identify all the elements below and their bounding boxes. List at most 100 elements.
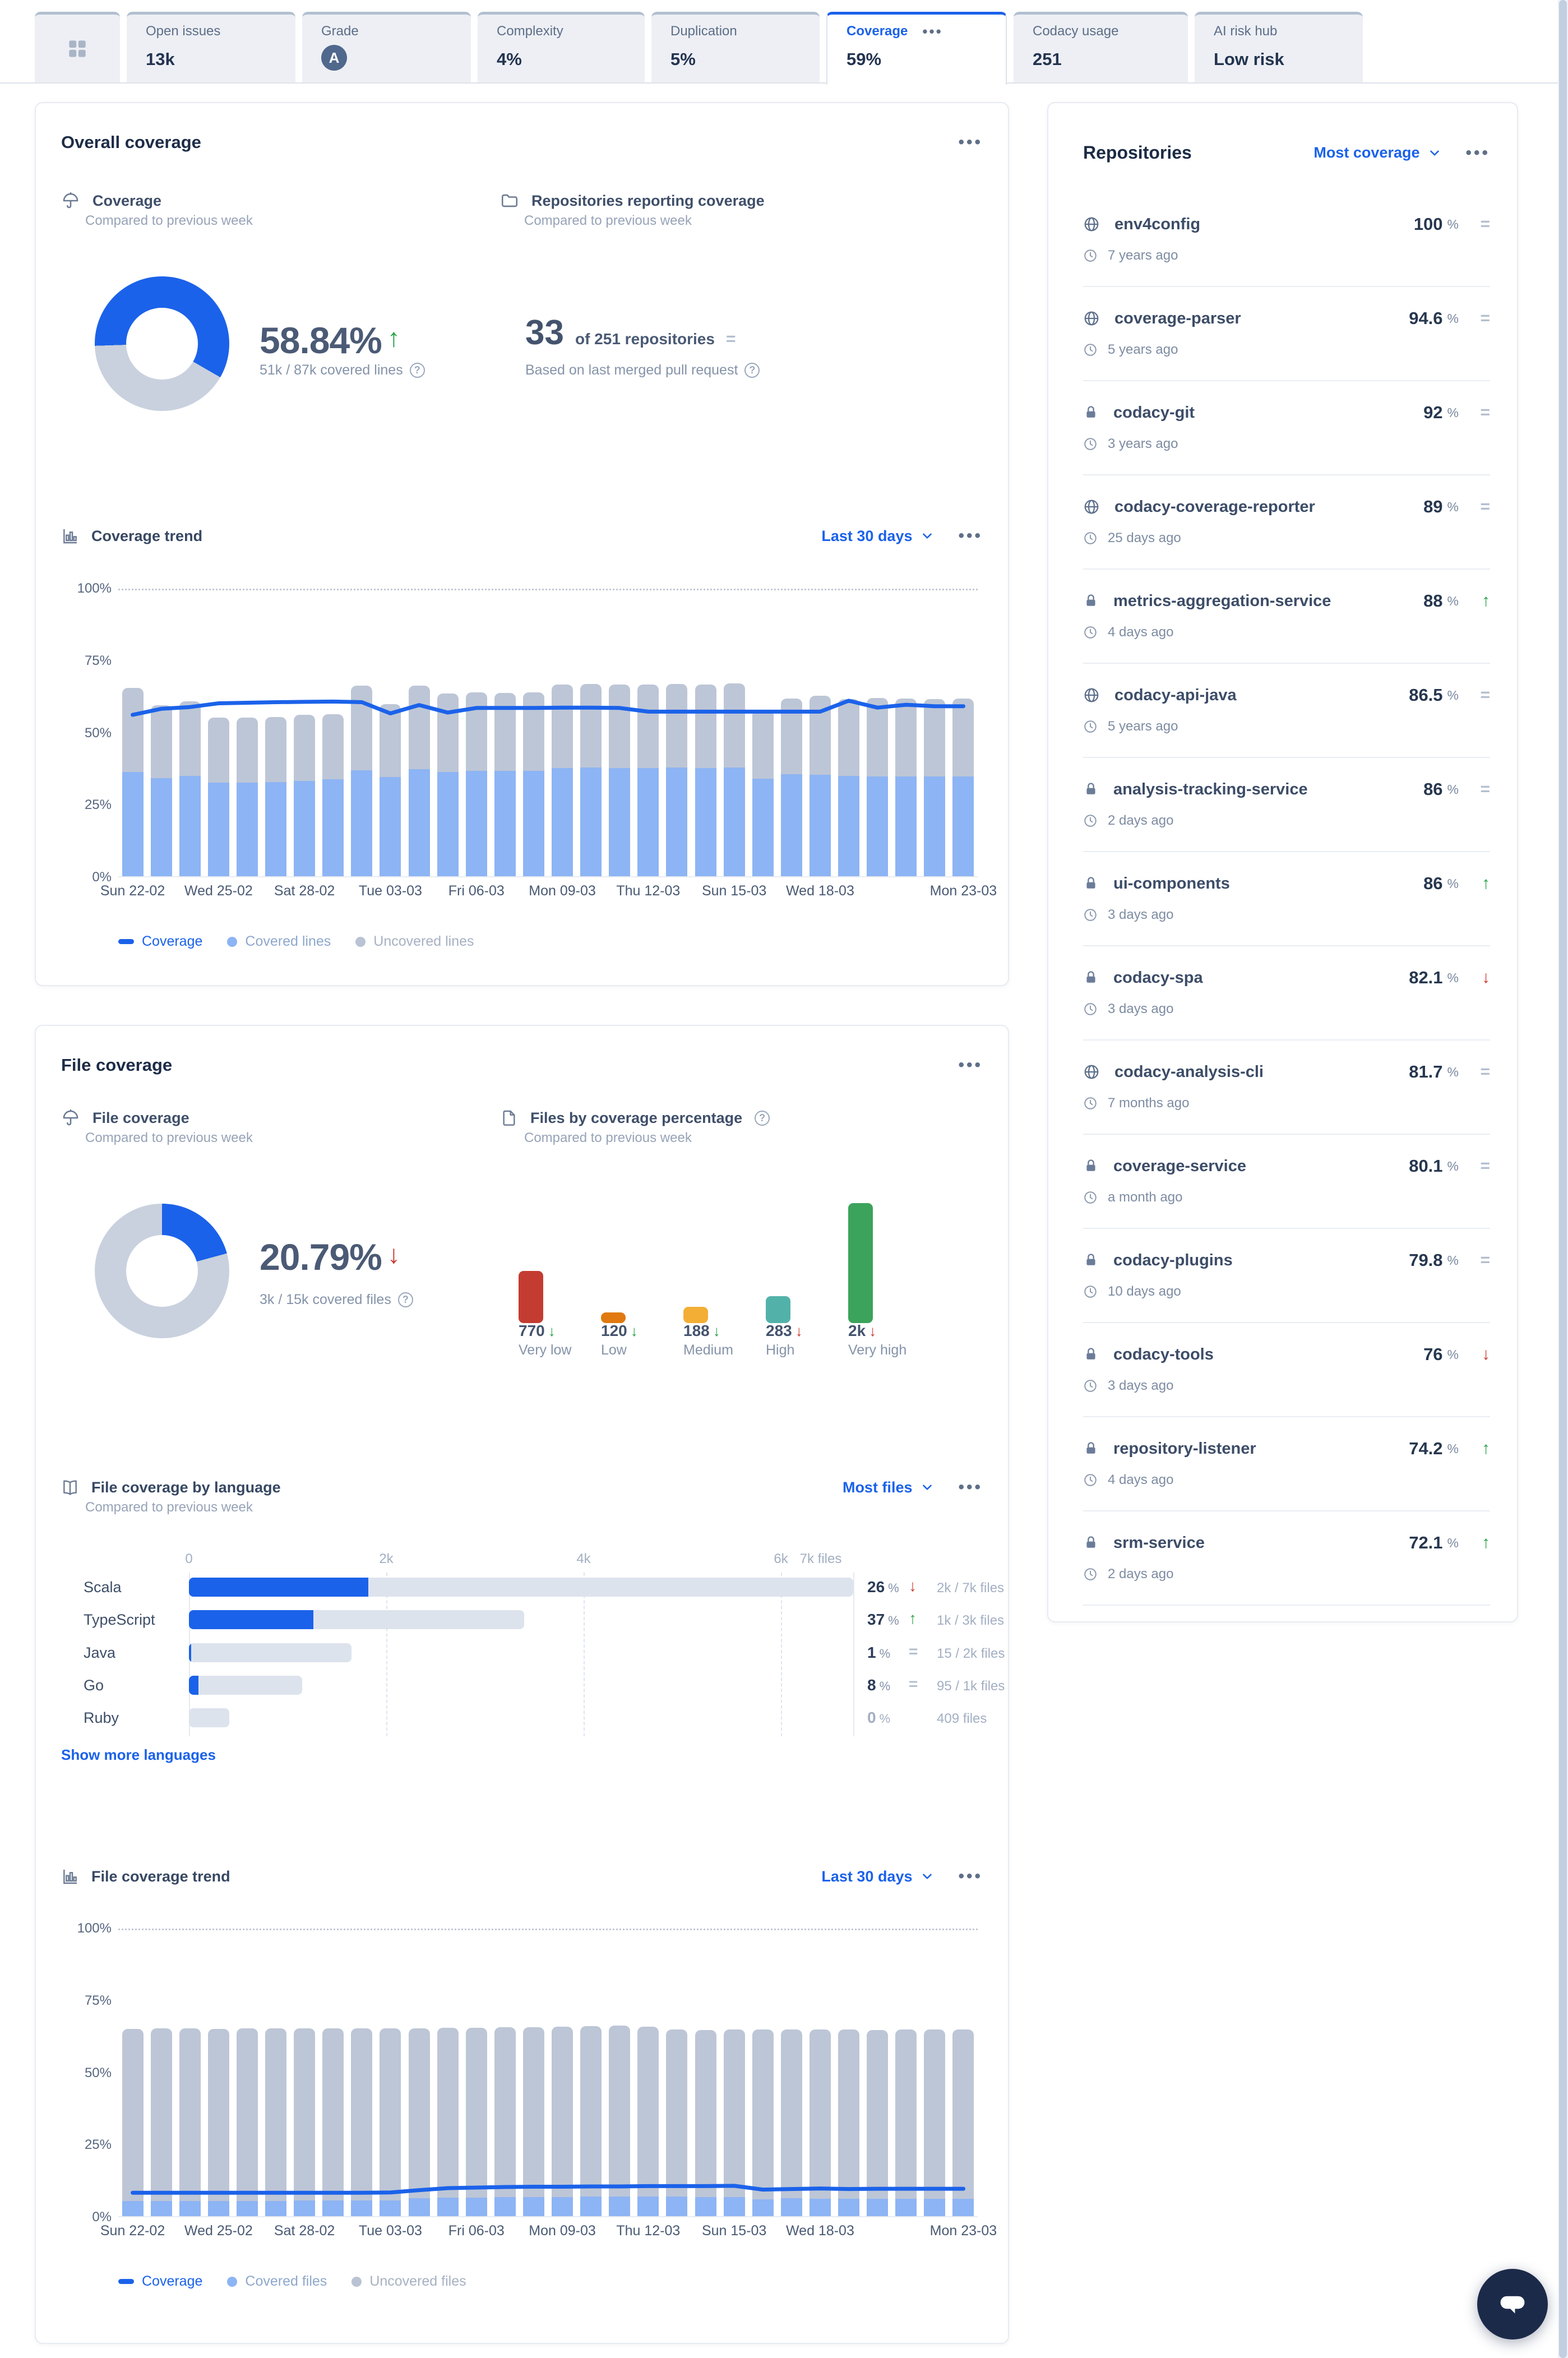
trend-bar[interactable] — [809, 695, 831, 876]
trend-bar[interactable] — [780, 699, 802, 876]
distribution-column-medium[interactable]: 188 ↓ Medium — [683, 1026, 766, 1369]
legend-item-coverage[interactable]: Coverage — [118, 933, 202, 950]
tab-dashboard-grid[interactable] — [35, 12, 120, 82]
trend-bar[interactable] — [952, 699, 974, 876]
trend-bar[interactable] — [552, 2027, 573, 2216]
help-icon[interactable]: ? — [744, 363, 760, 378]
language-row-scala[interactable]: Scala 26% ↓ 2k / 7k files — [61, 1571, 1004, 1604]
trend-bar[interactable] — [609, 684, 631, 876]
repo-row-ui-components[interactable]: ui-components 86% ↑ 3 days ago — [1083, 852, 1490, 946]
trend-bar[interactable] — [580, 2026, 602, 2216]
chat-button[interactable] — [1477, 2269, 1548, 2339]
help-icon[interactable]: ? — [755, 1110, 770, 1126]
trend-bar[interactable] — [780, 2029, 802, 2216]
trend-bar[interactable] — [494, 692, 516, 876]
legend-item-uncovered-files[interactable]: Uncovered files — [351, 2273, 466, 2290]
trend-bar[interactable] — [895, 699, 917, 876]
distribution-column-very-high[interactable]: 2k ↓ Very high — [848, 1026, 931, 1369]
trend-bar[interactable] — [552, 685, 573, 876]
trend-bar[interactable] — [522, 2027, 544, 2216]
repos-sort-dropdown[interactable]: Most coverage — [1313, 144, 1442, 161]
help-icon[interactable]: ? — [397, 1292, 413, 1307]
repo-row-metrics-aggregation-service[interactable]: metrics-aggregation-service 88% ↑ 4 days ag… — [1083, 570, 1490, 664]
repo-row-codacy-spa[interactable]: codacy-spa 82.1% ↓ 3 days ago — [1083, 946, 1490, 1041]
trend-bar[interactable] — [867, 2029, 889, 2216]
trend-bar[interactable] — [752, 709, 774, 876]
legend-item-coverage[interactable]: Coverage — [118, 2273, 202, 2290]
file-card-menu-icon[interactable]: ••• — [958, 1056, 983, 1074]
trend-bar[interactable] — [924, 2029, 946, 2216]
file-trend-range-dropdown[interactable]: Last 30 days — [821, 1868, 935, 1885]
trend-bar[interactable] — [236, 718, 258, 876]
help-icon[interactable]: ? — [409, 363, 425, 378]
trend-bar[interactable] — [380, 704, 401, 876]
trend-bar[interactable] — [207, 718, 229, 876]
trend-bar[interactable] — [465, 2028, 487, 2216]
trend-bar[interactable] — [867, 698, 889, 876]
trend-bar[interactable] — [924, 699, 946, 876]
repo-row-codacy-git[interactable]: codacy-git 92% = 3 years ago — [1083, 381, 1490, 475]
trend-bar[interactable] — [322, 714, 344, 876]
repo-row-analysis-tracking-service[interactable]: analysis-tracking-service 86% = 2 days ago — [1083, 758, 1490, 852]
trend-bar[interactable] — [150, 2028, 172, 2216]
trend-bar[interactable] — [637, 684, 659, 876]
trend-bar[interactable] — [437, 693, 459, 876]
trend-bar[interactable] — [265, 2028, 287, 2216]
repo-row-codacy-analysis-cli[interactable]: codacy-analysis-cli 81.7% = 7 months ago — [1083, 1041, 1490, 1135]
distribution-column-high[interactable]: 283 ↓ High — [766, 1026, 848, 1369]
distribution-column-very-low[interactable]: 770 ↓ Very low — [519, 1026, 601, 1369]
trend-bar[interactable] — [609, 2026, 631, 2216]
trend-bar[interactable] — [895, 2029, 917, 2216]
repo-row-codacy-coverage-reporter[interactable]: codacy-coverage-reporter 89% = 25 days ago — [1083, 475, 1490, 570]
trend-bar[interactable] — [236, 2028, 258, 2216]
language-menu-icon[interactable]: ••• — [958, 1478, 983, 1496]
trend-bar[interactable] — [465, 692, 487, 876]
repos-menu-icon[interactable]: ••• — [1465, 143, 1490, 162]
trend-bar[interactable] — [122, 688, 144, 876]
tab-grade[interactable]: Grade A — [302, 12, 471, 82]
trend-bar[interactable] — [437, 2028, 459, 2216]
legend-item-uncovered-lines[interactable]: Uncovered lines — [355, 933, 474, 950]
trend-bar[interactable] — [351, 2028, 373, 2216]
legend-item-covered-files[interactable]: Covered files — [227, 2273, 327, 2290]
repo-row-coverage-service[interactable]: coverage-service 80.1% = a month ago — [1083, 1135, 1490, 1229]
repo-row-repository-listener[interactable]: repository-listener 74.2% ↑ 4 days ago — [1083, 1417, 1490, 1511]
trend-bar[interactable] — [265, 716, 287, 876]
distribution-column-low[interactable]: 120 ↓ Low — [601, 1026, 683, 1369]
trend-bar[interactable] — [294, 714, 316, 876]
trend-bar[interactable] — [351, 685, 373, 876]
repo-row-codacy-plugins[interactable]: codacy-plugins 79.8% = 10 days ago — [1083, 1229, 1490, 1323]
trend-bar[interactable] — [809, 2029, 831, 2216]
trend-bar[interactable] — [207, 2028, 229, 2216]
repo-row-codacy-tools[interactable]: codacy-tools 76% ↓ 3 days ago — [1083, 1323, 1490, 1417]
repo-row-env4config[interactable]: env4config 100% = 7 years ago — [1083, 193, 1490, 287]
trend-bar[interactable] — [179, 701, 201, 876]
trend-bar[interactable] — [150, 705, 172, 876]
tab-ai-risk-hub[interactable]: AI risk hub Low risk — [1195, 12, 1363, 82]
repo-row-codacy-api-java[interactable]: codacy-api-java 86.5% = 5 years ago — [1083, 664, 1490, 758]
scrollbar-thumb[interactable] — [1559, 0, 1567, 2358]
trend-bar[interactable] — [294, 2028, 316, 2216]
trend-bar[interactable] — [179, 2028, 201, 2216]
language-row-typescript[interactable]: TypeScript 37% ↑ 1k / 3k files — [61, 1604, 1004, 1636]
trend-bar[interactable] — [122, 2028, 144, 2216]
file-trend-menu-icon[interactable]: ••• — [958, 1867, 983, 1885]
coverage-trend-range-dropdown[interactable]: Last 30 days — [821, 528, 935, 545]
trend-bar[interactable] — [380, 2028, 401, 2216]
trend-bar[interactable] — [522, 692, 544, 876]
trend-bar[interactable] — [322, 2028, 344, 2216]
language-row-go[interactable]: Go 8% = 95 / 1k files — [61, 1670, 1005, 1702]
trend-bar[interactable] — [408, 2028, 430, 2216]
trend-bar[interactable] — [494, 2027, 516, 2216]
trend-bar[interactable] — [838, 2029, 860, 2216]
coverage-trend-menu-icon[interactable]: ••• — [958, 526, 983, 545]
language-row-java[interactable]: Java 1% = 15 / 2k files — [61, 1637, 1005, 1670]
trend-bar[interactable] — [723, 683, 745, 876]
repo-row-srm-service[interactable]: srm-service 72.1% ↑ 2 days ago — [1083, 1511, 1490, 1606]
trend-bar[interactable] — [695, 684, 716, 876]
language-row-ruby[interactable]: Ruby 0% 409 files — [61, 1702, 987, 1735]
trend-bar[interactable] — [952, 2029, 974, 2216]
repo-row-coverage-parser[interactable]: coverage-parser 94.6% = 5 years ago — [1083, 287, 1490, 381]
trend-bar[interactable] — [580, 684, 602, 876]
legend-item-covered-lines[interactable]: Covered lines — [227, 933, 331, 950]
